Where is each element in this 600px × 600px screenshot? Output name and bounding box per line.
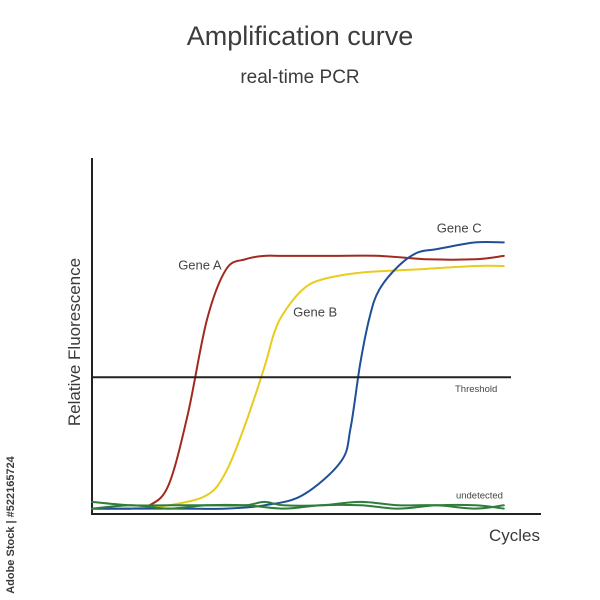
series-layer xyxy=(91,240,505,510)
annotation-undetected: undetected xyxy=(456,491,503,502)
stock-watermark: Adobe Stock | #522165724 xyxy=(5,455,17,593)
annotation-gene-a: Gene A xyxy=(178,257,222,272)
chart-title: Amplification curve xyxy=(187,21,414,51)
annotation-layer: Gene A Gene B Gene C undetected xyxy=(178,220,503,501)
annotation-gene-b: Gene B xyxy=(293,305,337,320)
series-line-undetected-2 xyxy=(91,503,505,510)
annotation-gene-c: Gene C xyxy=(437,220,482,235)
threshold-label: Threshold xyxy=(455,384,497,395)
y-axis-label: Relative Fluorescence xyxy=(65,258,84,426)
series-line-gene-b xyxy=(91,264,505,510)
series-line-gene-c xyxy=(91,240,505,510)
x-axis-label: Cycles xyxy=(489,526,540,545)
chart-subtitle: real-time PCR xyxy=(240,67,359,88)
